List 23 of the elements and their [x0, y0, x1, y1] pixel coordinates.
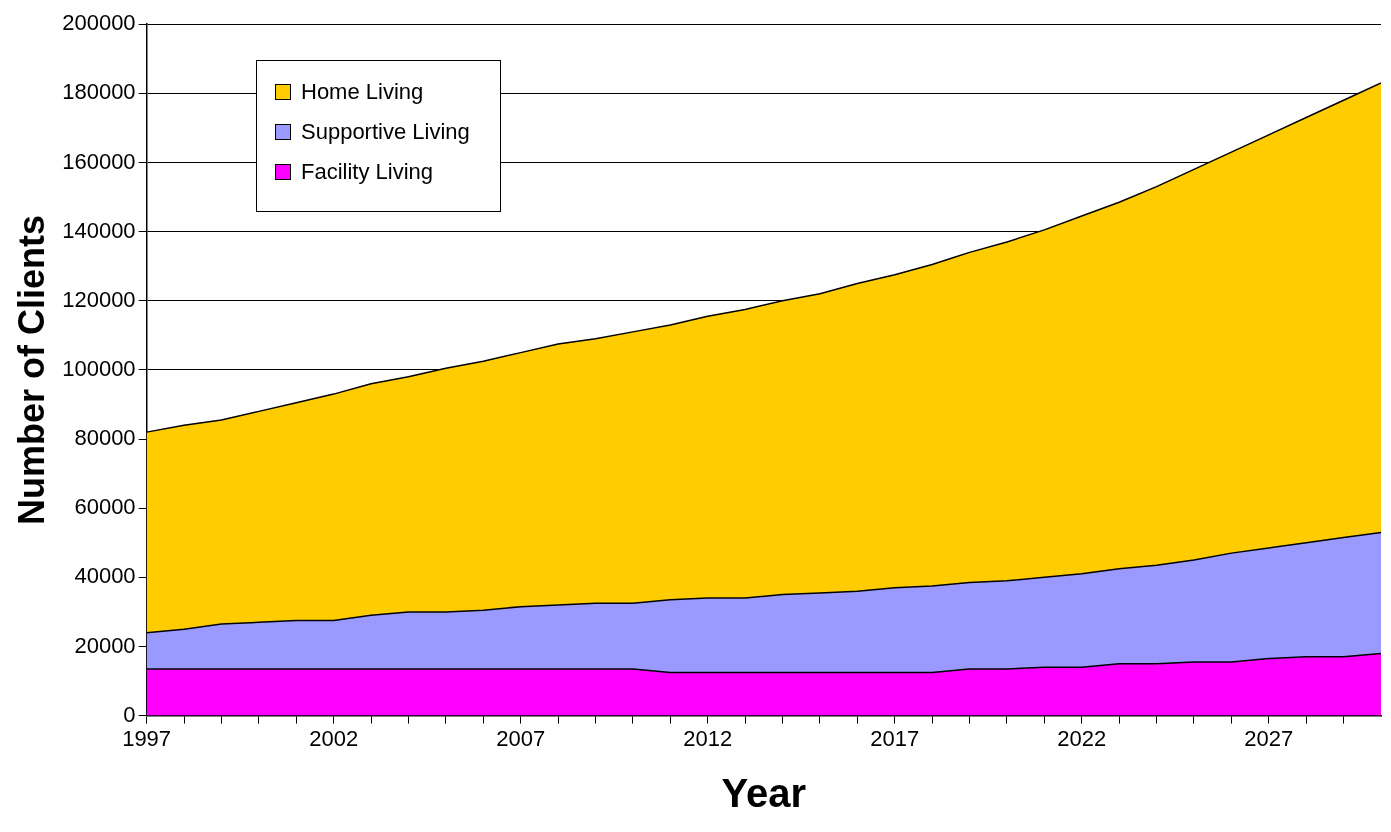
y-tick-label: 0	[123, 701, 136, 727]
x-tick-label: 2027	[1244, 725, 1294, 751]
y-tick-label: 120000	[62, 286, 136, 312]
x-tick-label: 2022	[1057, 725, 1107, 751]
y-tick-label: 140000	[62, 217, 136, 243]
x-tick-label: 2007	[496, 725, 546, 751]
legend-label: Home Living	[301, 79, 424, 105]
legend-label: Facility Living	[301, 159, 434, 185]
legend-label: Supportive Living	[301, 119, 470, 145]
y-tick-label: 100000	[62, 355, 136, 381]
x-tick-label: 2012	[683, 725, 733, 751]
y-tick-label: 200000	[62, 10, 136, 36]
y-tick-label: 60000	[74, 494, 136, 520]
x-tick-label: 2017	[870, 725, 920, 751]
x-axis-title: Year	[721, 771, 807, 816]
y-tick-label: 20000	[74, 632, 136, 658]
y-tick-label: 80000	[74, 425, 136, 451]
x-tick-label: 2002	[309, 725, 359, 751]
y-tick-label: 180000	[62, 79, 136, 105]
y-tick-label: 160000	[62, 148, 136, 174]
y-axis-title: Number of Clients	[10, 214, 52, 525]
y-tick-label: 40000	[74, 563, 136, 589]
x-tick-label: 1997	[122, 725, 172, 751]
